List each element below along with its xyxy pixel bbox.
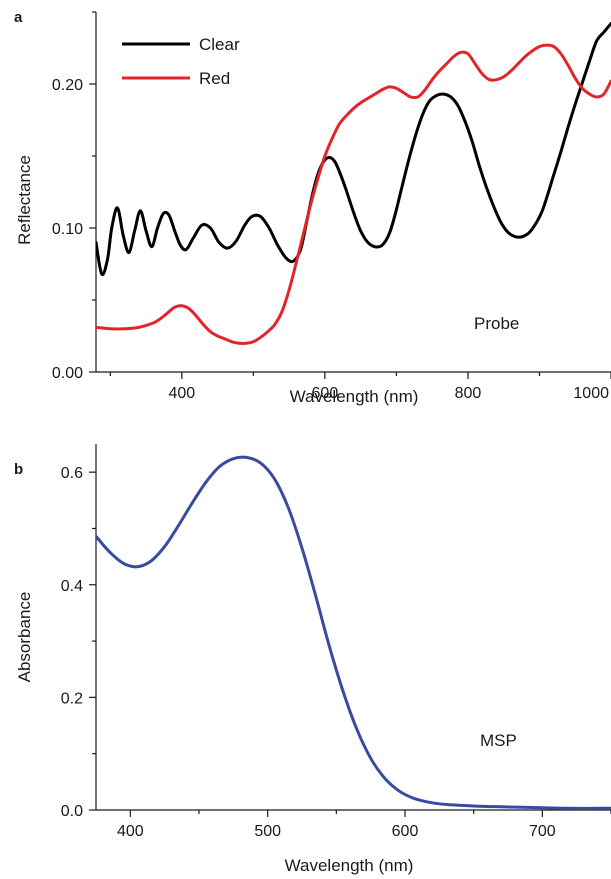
panel-a-series (96, 22, 611, 345)
x-tick-label: 400 (168, 385, 195, 402)
y-tick-label: 0.4 (61, 578, 83, 595)
panel-a-reflectance-chart: a 400 600 800 1000 0.00 0.10 0.20 Clear Red Pr… (14, 9, 611, 406)
x-tick-label: 600 (392, 823, 419, 840)
y-tick-label: 0.0 (61, 803, 83, 820)
panel-a-ticks: 400 600 800 1000 0.00 0.10 0.20 (52, 11, 611, 402)
x-tick-label: 700 (529, 823, 556, 840)
y-tick-label: 0.20 (52, 77, 83, 94)
panel-a-legend: Clear Red (122, 35, 240, 88)
x-tick-label: 600 (312, 385, 339, 402)
panel-b-y-axis-title: Absorbance (15, 592, 34, 683)
panel-b-axes (95, 444, 611, 811)
legend-label-clear: Clear (199, 35, 240, 54)
panel-b-annotation: MSP (480, 731, 517, 750)
y-tick-label: 0.6 (61, 465, 83, 482)
y-tick-label: 0.00 (52, 365, 83, 382)
series-line-red (96, 43, 611, 345)
x-tick-label: 1000 (573, 385, 609, 402)
x-tick-label: 400 (117, 823, 144, 840)
panel-a-x-axis-title: Wavelength (nm) (290, 387, 419, 406)
panel-a-annotation: Probe (474, 314, 519, 333)
y-tick-label: 0.2 (61, 690, 83, 707)
y-tick-label: 0.10 (52, 221, 83, 238)
panel-b-letter: b (14, 461, 23, 478)
panel-a-axes (95, 12, 611, 373)
legend-label-red: Red (199, 69, 230, 88)
panel-b-x-axis-title: Wavelength (nm) (285, 856, 414, 875)
panel-b-absorbance-chart: b 400 500 600 700 0.0 0.2 0.4 0.6 MSP Wavelengt… (14, 444, 611, 875)
panel-b-ticks: 400 500 600 700 0.0 0.2 0.4 0.6 (61, 465, 611, 840)
panel-b-series (96, 455, 611, 810)
x-tick-label: 500 (254, 823, 281, 840)
series-line-absorbance (96, 455, 611, 810)
x-tick-label: 800 (455, 385, 482, 402)
panel-a-y-axis-title: Reflectance (15, 155, 34, 245)
panel-a-letter: a (14, 9, 23, 26)
series-line-clear (96, 22, 611, 277)
